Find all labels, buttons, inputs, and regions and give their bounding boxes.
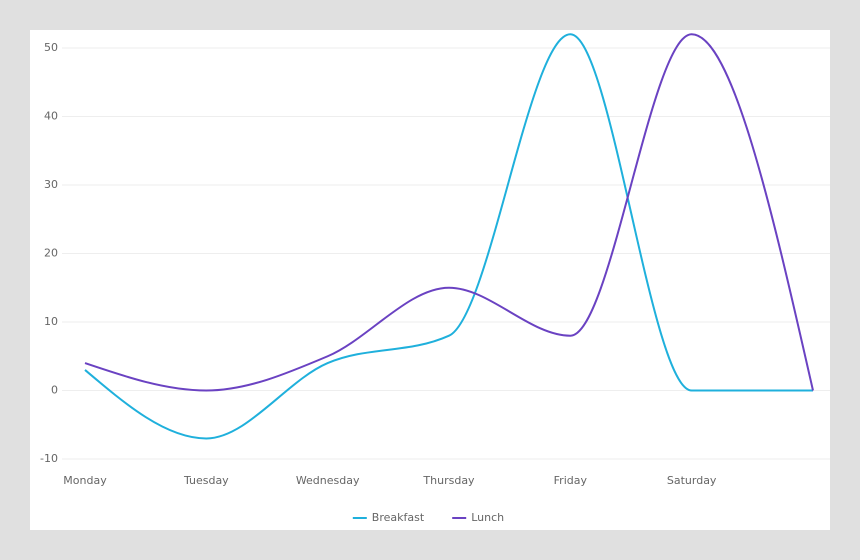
y-tick-label: 0: [51, 384, 58, 397]
y-tick-label: -10: [40, 452, 58, 465]
series-line: [84, 33, 814, 392]
y-tick-label: 30: [44, 178, 58, 191]
x-tick-label: Thursday: [422, 474, 475, 487]
legend-label: Breakfast: [372, 511, 425, 524]
series-line: [84, 33, 813, 440]
x-tick-label: Wednesday: [296, 474, 360, 487]
x-tick-label: Monday: [63, 474, 107, 487]
x-tick-label: Saturday: [667, 474, 717, 487]
x-tick-label: Friday: [554, 474, 588, 487]
y-tick-label: 20: [44, 247, 58, 260]
legend-label: Lunch: [471, 511, 504, 524]
y-tick-label: 10: [44, 315, 58, 328]
panel: [30, 30, 830, 530]
y-tick-label: 50: [44, 41, 58, 54]
y-tick-label: 40: [44, 110, 58, 123]
x-tick-label: Tuesday: [183, 474, 229, 487]
